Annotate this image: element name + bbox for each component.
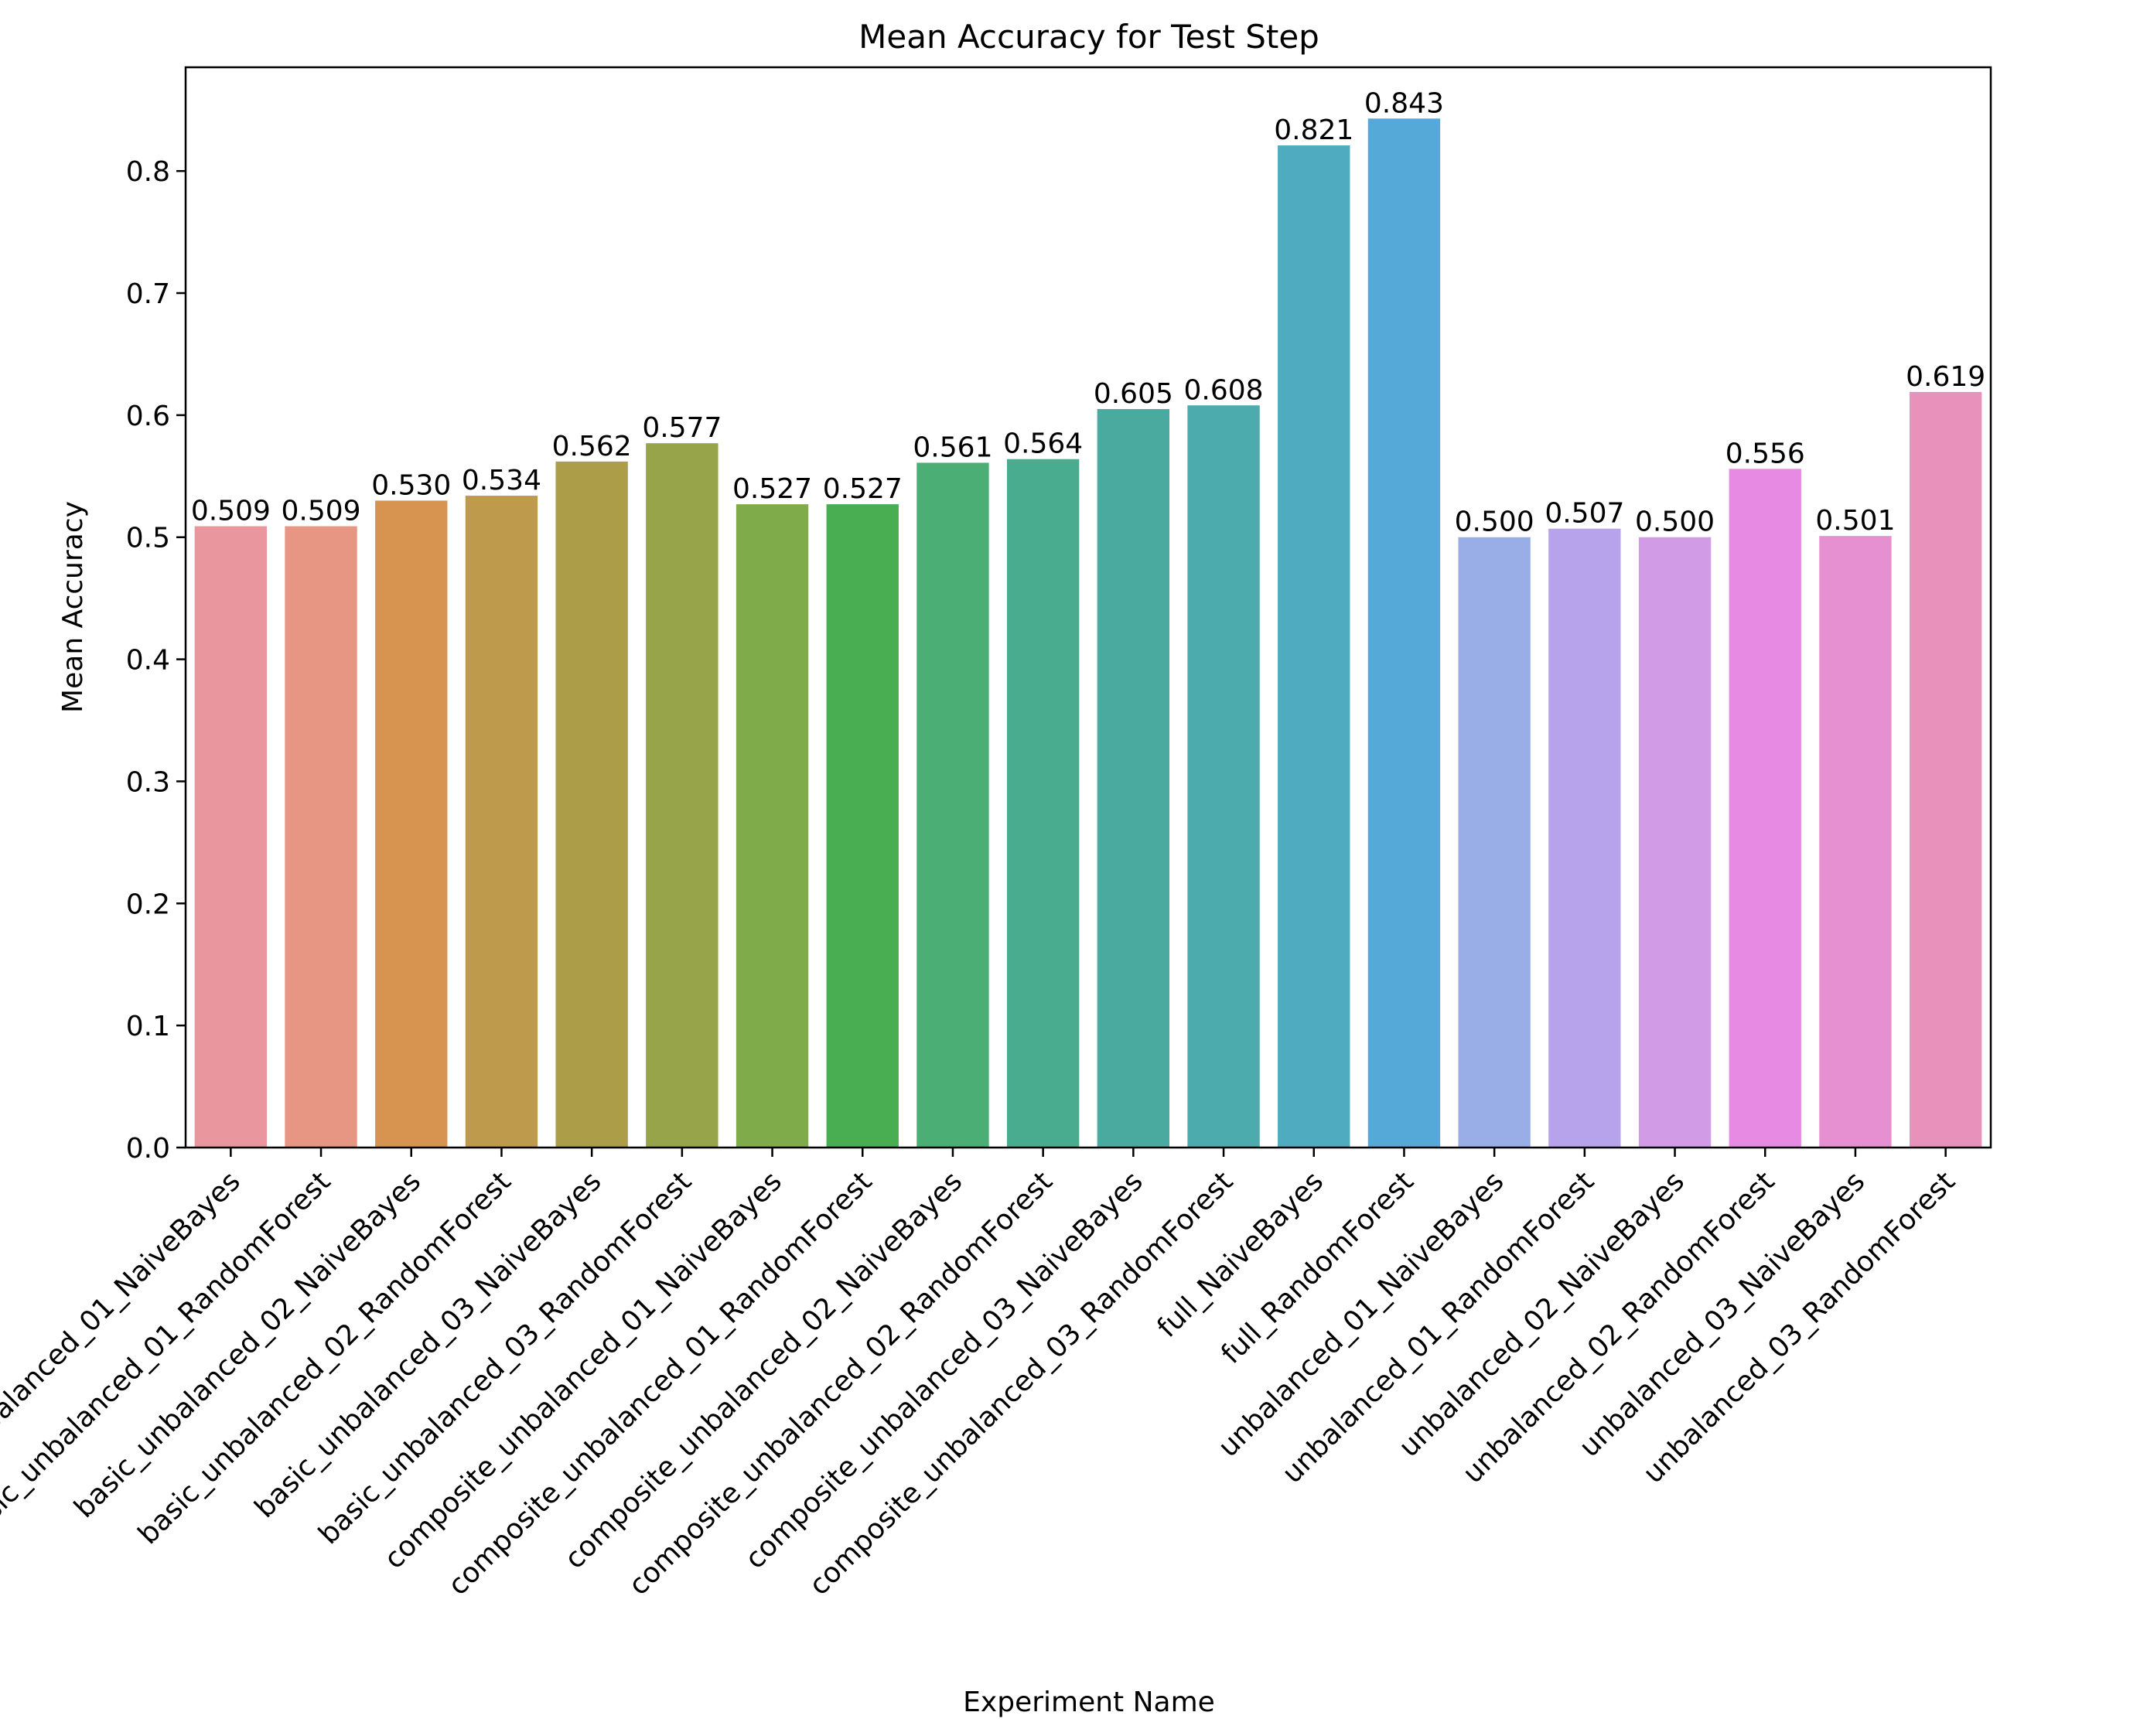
y-tick-label: 0.6 bbox=[126, 401, 170, 432]
bar bbox=[1187, 405, 1260, 1148]
bar-value-label: 0.619 bbox=[1906, 361, 1985, 393]
bar bbox=[1367, 118, 1441, 1148]
bar-value-label: 0.527 bbox=[732, 473, 812, 505]
x-tick-label: full_NaiveBayes bbox=[1152, 1165, 1330, 1343]
y-tick-label: 0.2 bbox=[126, 888, 170, 920]
bar bbox=[916, 462, 989, 1148]
bar-value-label: 0.556 bbox=[1725, 438, 1805, 469]
bar bbox=[555, 461, 628, 1148]
bar-value-label: 0.500 bbox=[1635, 506, 1715, 538]
bar-value-label: 0.509 bbox=[191, 496, 271, 527]
bar bbox=[1458, 537, 1531, 1148]
bar bbox=[646, 443, 719, 1148]
y-tick-label: 0.1 bbox=[126, 1011, 170, 1042]
bar-value-label: 0.605 bbox=[1094, 378, 1173, 410]
bar-value-label: 0.562 bbox=[552, 431, 632, 462]
bar bbox=[1278, 145, 1350, 1148]
y-axis-label: Mean Accuracy bbox=[57, 501, 89, 713]
y-tick-label: 0.0 bbox=[126, 1133, 170, 1165]
x-tick-label: composite_unbalanced_01_RandomForest bbox=[442, 1165, 879, 1601]
x-tick-label: composite_unbalanced_02_RandomForest bbox=[623, 1165, 1059, 1601]
y-tick-label: 0.8 bbox=[126, 156, 170, 188]
bar bbox=[1548, 528, 1621, 1148]
bar bbox=[465, 496, 538, 1148]
bar-value-label: 0.501 bbox=[1815, 505, 1895, 537]
bar bbox=[1729, 469, 1801, 1148]
y-tick-label: 0.4 bbox=[126, 645, 170, 677]
bar bbox=[1638, 537, 1712, 1148]
y-tick-label: 0.3 bbox=[126, 766, 170, 798]
bar bbox=[1909, 391, 1982, 1148]
plot-area: 0.00.10.20.30.40.50.60.70.80.509basic_un… bbox=[0, 87, 1985, 1601]
chart-title: Mean Accuracy for Test Step bbox=[858, 18, 1319, 56]
bar-value-label: 0.564 bbox=[1003, 428, 1083, 460]
bar-value-label: 0.608 bbox=[1184, 374, 1264, 406]
bar-value-label: 0.500 bbox=[1455, 506, 1534, 538]
bar-value-label: 0.509 bbox=[282, 496, 361, 527]
bar-value-label: 0.530 bbox=[371, 469, 451, 501]
bar-value-label: 0.577 bbox=[642, 412, 722, 444]
bar-value-label: 0.507 bbox=[1545, 498, 1624, 530]
bar-value-label: 0.527 bbox=[823, 473, 903, 505]
x-axis-label: Experiment Name bbox=[963, 1687, 1215, 1718]
bar bbox=[375, 500, 448, 1148]
bar bbox=[1097, 408, 1170, 1148]
y-tick-label: 0.7 bbox=[126, 278, 170, 310]
bar-value-label: 0.561 bbox=[913, 431, 992, 463]
x-tick-label: composite_unbalanced_03_RandomForest bbox=[804, 1165, 1240, 1601]
axes-frame bbox=[184, 66, 1992, 1149]
bar bbox=[826, 504, 899, 1148]
bar bbox=[285, 526, 357, 1148]
bar bbox=[1819, 536, 1892, 1148]
bar-value-label: 0.843 bbox=[1364, 87, 1444, 119]
bar bbox=[194, 526, 268, 1148]
bar bbox=[1006, 459, 1080, 1148]
bar-value-label: 0.821 bbox=[1274, 114, 1353, 146]
bar-value-label: 0.534 bbox=[462, 465, 541, 496]
y-tick-label: 0.5 bbox=[126, 523, 170, 554]
bar bbox=[736, 504, 809, 1148]
